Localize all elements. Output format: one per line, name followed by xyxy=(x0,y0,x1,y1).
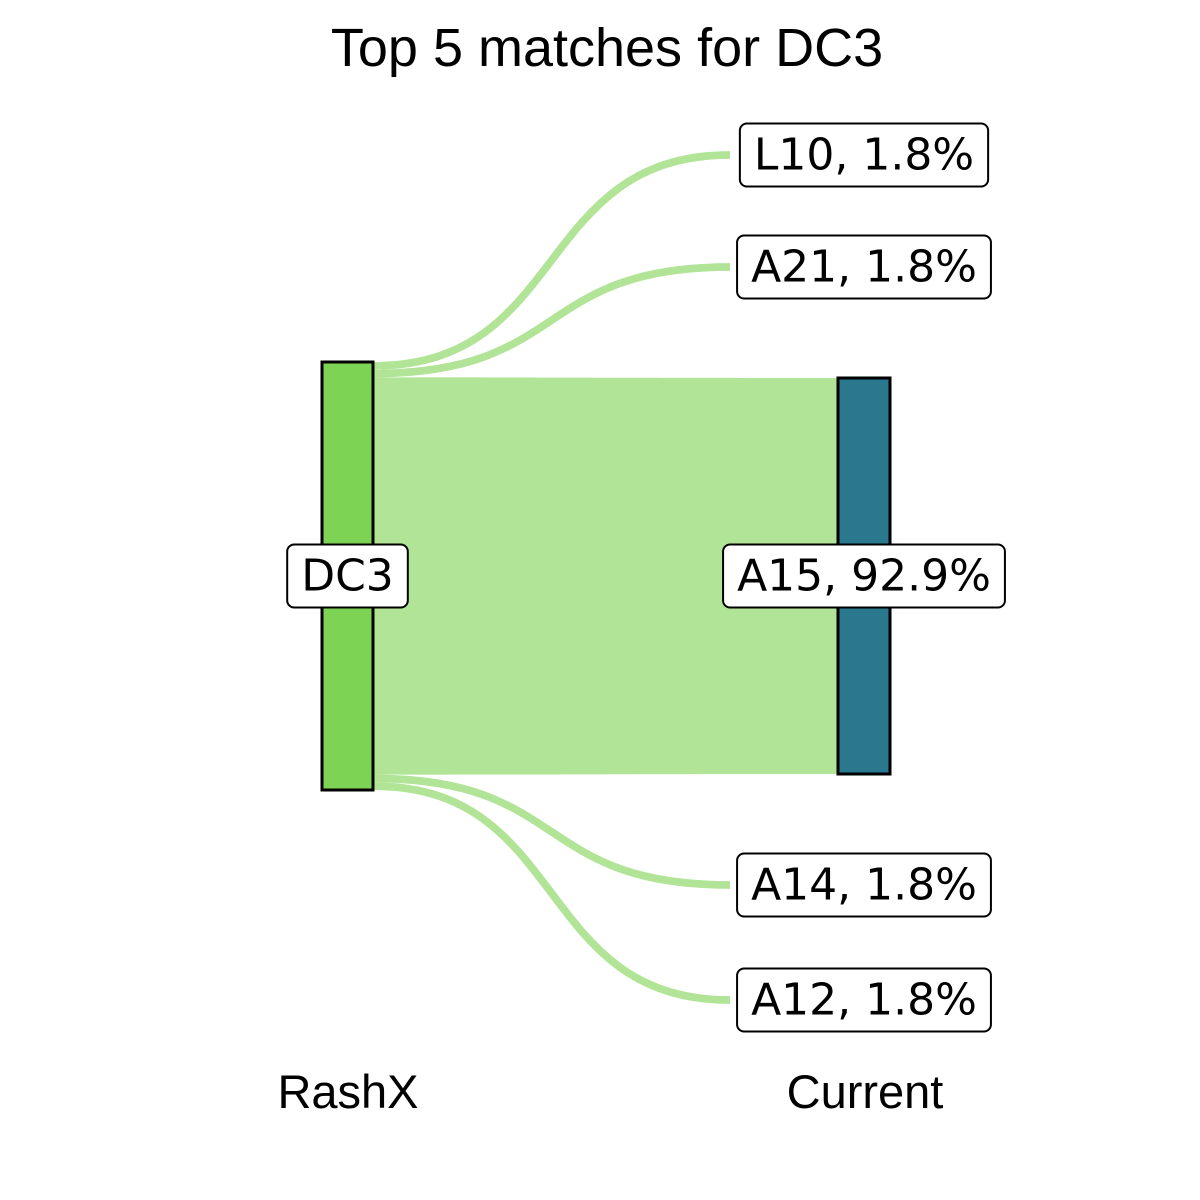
label-source-box xyxy=(286,543,409,609)
flow-a15 xyxy=(373,377,838,775)
flow-a12 xyxy=(372,782,731,1004)
label-a12-text: A12, 1.8% xyxy=(751,975,977,1026)
flow-a21 xyxy=(372,263,731,378)
axis-label-source: RashX xyxy=(277,1065,418,1118)
label-a21: A21, 1.8% xyxy=(736,234,992,300)
label-l10-box xyxy=(738,122,990,188)
label-l10-text: L10, 1.8% xyxy=(754,130,974,181)
label-a21-text: A21, 1.8% xyxy=(751,242,977,293)
label-a12: A12, 1.8% xyxy=(736,967,992,1033)
label-a12-box xyxy=(736,967,992,1033)
chart-title: Top 5 matches for DC3 xyxy=(331,18,883,78)
flows-layer xyxy=(372,151,838,1004)
labels-layer: DC3 L10, 1.8% A21, 1.8% A15, 92.9% A14, 1.8%… xyxy=(286,122,1006,1033)
label-a15-text: A15, 92.9% xyxy=(737,551,991,602)
label-source: DC3 xyxy=(286,543,409,609)
label-a15-box xyxy=(722,543,1006,609)
label-source-text: DC3 xyxy=(301,551,394,602)
axis-label-target: Current xyxy=(787,1065,944,1118)
label-a14-box xyxy=(736,852,992,918)
label-a14: A14, 1.8% xyxy=(736,852,992,918)
flow-a14 xyxy=(372,774,731,889)
label-a15: A15, 92.9% xyxy=(722,543,1006,609)
label-a21-box xyxy=(736,234,992,300)
flow-l10 xyxy=(372,151,731,370)
label-a14-text: A14, 1.8% xyxy=(751,860,977,911)
label-l10: L10, 1.8% xyxy=(738,122,990,188)
